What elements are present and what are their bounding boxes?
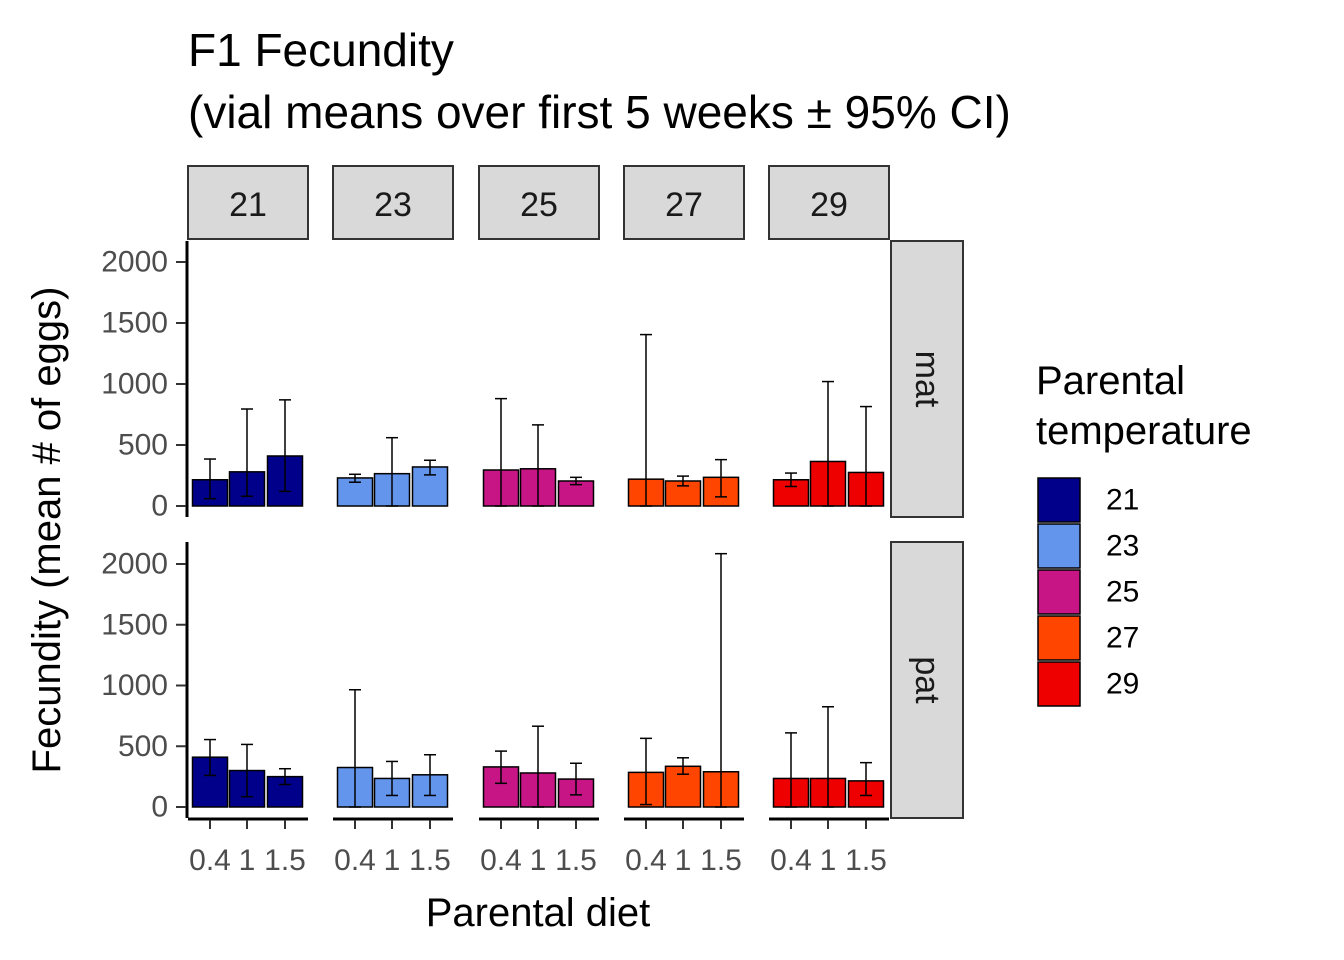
- x-tick-label: 0.4: [334, 844, 376, 877]
- legend-swatch-23: [1037, 523, 1081, 569]
- y-tick-label: 2000: [101, 548, 168, 581]
- x-tick-label: 1.5: [264, 844, 306, 877]
- facet-panels: 21 23 25 27 29 mat pat 0 500 1000 1500 2000 0 500 1000…: [101, 165, 964, 877]
- x-tick-label: 1: [675, 844, 692, 877]
- legend-items: 21 23 25 27 29: [1037, 477, 1139, 707]
- facet-strip-col-29: [768, 165, 890, 240]
- y-tick-label: 1500: [101, 307, 168, 340]
- facet-strip-col-21: [187, 165, 309, 240]
- facet-strip-col-25: [478, 165, 600, 240]
- y-tick-label: 2000: [101, 246, 168, 279]
- x-tick-label: 1.5: [555, 844, 597, 877]
- y-tick-label: 1000: [101, 669, 168, 702]
- facet-strip-label: 21: [229, 186, 267, 224]
- legend-label: 27: [1106, 622, 1139, 655]
- x-tick-label: 1.5: [845, 844, 887, 877]
- x-tick-label: 1.5: [409, 844, 451, 877]
- y-tick-label: 500: [118, 730, 168, 763]
- legend-label: 25: [1106, 576, 1139, 609]
- x-tick-label: 1: [239, 844, 256, 877]
- x-tick-label: 1.5: [700, 844, 742, 877]
- facet-strip-label: mat: [908, 351, 946, 408]
- y-axis-title: Fecundity (mean # of eggs): [25, 287, 69, 774]
- y-tick-label: 0: [151, 791, 168, 824]
- y-tick-label: 1000: [101, 368, 168, 401]
- x-tick-label: 0.4: [625, 844, 667, 877]
- y-tick-label: 1500: [101, 608, 168, 641]
- legend-swatch-29: [1037, 661, 1081, 707]
- x-tick-label: 1: [820, 844, 837, 877]
- y-tick-label: 500: [118, 429, 168, 462]
- legend-label: 29: [1106, 668, 1139, 701]
- facet-strip-label: 23: [374, 186, 412, 224]
- legend-title-line1: Parental: [1036, 359, 1185, 403]
- facet-strip-row-pat: [890, 541, 964, 819]
- x-tick-label: 1: [384, 844, 401, 877]
- facet-strip-label: 25: [520, 186, 558, 224]
- legend: Parental temperature 21 23 25 27 29: [1036, 359, 1252, 707]
- facet-strip-col-23: [332, 165, 454, 240]
- x-axis-title: Parental diet: [426, 891, 651, 935]
- facet-strip-label: 27: [665, 186, 703, 224]
- facet-strip-label: 29: [810, 186, 848, 224]
- legend-swatch-25: [1037, 569, 1081, 615]
- legend-label: 21: [1106, 484, 1139, 517]
- legend-title-line2: temperature: [1036, 409, 1252, 453]
- chart-title-line2: (vial means over first 5 weeks ± 95% CI): [188, 86, 1011, 138]
- x-tick-label: 0.4: [480, 844, 522, 877]
- facet-strip-row-mat: [890, 240, 964, 518]
- x-tick-label: 0.4: [770, 844, 812, 877]
- legend-swatch-27: [1037, 615, 1081, 661]
- facet-strip-col-27: [623, 165, 745, 240]
- legend-label: 23: [1106, 530, 1139, 563]
- legend-swatch-21: [1037, 477, 1081, 523]
- y-tick-label: 0: [151, 490, 168, 523]
- x-tick-label: 0.4: [189, 844, 231, 877]
- x-tick-label: 1: [530, 844, 547, 877]
- chart-title-line1: F1 Fecundity: [188, 24, 454, 76]
- facet-strip-label: pat: [908, 656, 946, 704]
